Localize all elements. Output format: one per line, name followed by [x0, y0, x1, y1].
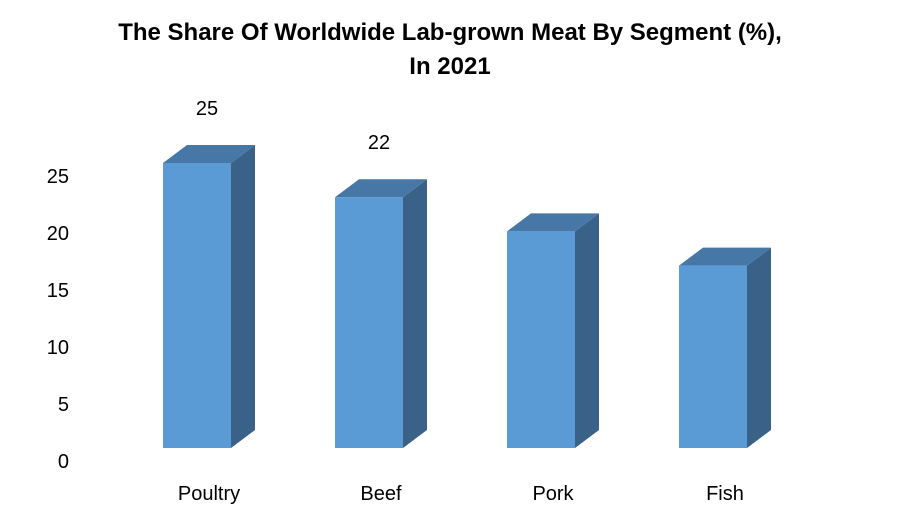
- x-axis-ticks: Poultry Beef Pork Fish: [178, 483, 744, 505]
- bar: [507, 213, 599, 448]
- bars: [163, 145, 771, 448]
- y-tick-label: 20: [47, 223, 69, 245]
- bar-front: [163, 163, 231, 448]
- bar-side: [231, 145, 255, 448]
- data-label: 22: [368, 132, 390, 154]
- bar: [679, 247, 771, 448]
- bar-top: [163, 145, 255, 163]
- y-tick-label: 10: [47, 337, 69, 359]
- bar-front: [335, 197, 403, 448]
- bar-side: [575, 213, 599, 448]
- bar-top: [507, 213, 599, 232]
- x-tick-label: Pork: [532, 483, 574, 505]
- bar: [163, 145, 255, 448]
- x-tick-label: Poultry: [178, 483, 240, 505]
- bar-side: [403, 179, 427, 448]
- data-labels: 25 22: [196, 98, 390, 154]
- y-tick-label: 5: [58, 394, 69, 416]
- data-label: 25: [196, 98, 218, 120]
- y-tick-label: 15: [47, 280, 69, 302]
- y-axis-ticks: 0 5 10 15 20 25: [47, 166, 69, 473]
- chart-title: The Share Of Worldwide Lab-grown Meat By…: [0, 16, 900, 84]
- chart-title-line1: The Share Of Worldwide Lab-grown Meat By…: [118, 19, 782, 46]
- y-tick-label: 0: [58, 451, 69, 473]
- bar-side: [747, 247, 771, 448]
- bar-top: [679, 247, 771, 266]
- x-tick-label: Beef: [360, 483, 402, 505]
- x-tick-label: Fish: [706, 483, 744, 505]
- bar: [335, 179, 427, 448]
- bar-front: [679, 265, 747, 448]
- bar-front: [507, 231, 575, 448]
- y-tick-label: 25: [47, 166, 69, 188]
- bar-top: [335, 179, 427, 198]
- chart-title-line2: In 2021: [409, 53, 491, 80]
